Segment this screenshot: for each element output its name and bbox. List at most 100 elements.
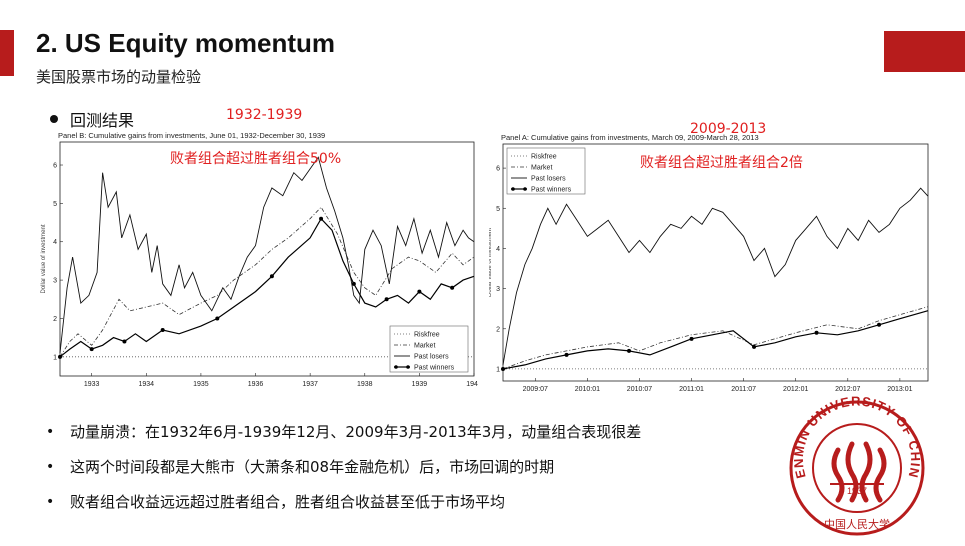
x-tick-label: 2010:01	[575, 386, 600, 393]
x-tick-label: 2011:01	[679, 386, 704, 393]
bullet-text: 这两个时间段都是大熊市（大萧条和08年金融危机）后，市场回调的时期	[70, 458, 555, 476]
bullet-icon: •	[46, 494, 55, 510]
y-tick-label: 4	[53, 239, 57, 246]
note-right-claim: 败者组合超过胜者组合2倍	[640, 155, 803, 171]
seal-year: 1937	[847, 486, 867, 496]
x-tick-label: 2012:07	[835, 386, 860, 393]
legend-marker	[406, 365, 410, 369]
section-heading-text: 回测结果	[70, 111, 135, 130]
data-point	[351, 281, 356, 286]
legend-label: Past losers	[414, 354, 449, 361]
y-axis-label: Dollar value of investment	[489, 228, 493, 297]
x-tick-label: 2010:07	[627, 386, 652, 393]
x-tick-label: 1940	[466, 381, 478, 388]
data-point	[89, 347, 94, 352]
series-line-past-winners	[59, 217, 475, 358]
seal-emblem-icon	[831, 441, 887, 503]
list-item: • 败者组合收益远远超过胜者组合，胜者组合收益甚至低于市场平均	[46, 491, 806, 526]
accent-bar-left	[0, 30, 14, 76]
y-tick-label: 3	[53, 278, 57, 285]
legend-label: Past winners	[531, 187, 572, 194]
x-tick-label: 2009:07	[523, 386, 548, 393]
section-heading: 回测结果	[50, 107, 134, 131]
bullet-list: • 动量崩溃：在1932年6月-1939年12月、2009年3月-2013年3月…	[46, 421, 806, 526]
chart-legend: Riskfree Market Past losers Past winners	[506, 147, 586, 195]
data-point	[58, 354, 62, 359]
bullet-icon: •	[46, 459, 55, 475]
legend-label: Past winners	[414, 365, 455, 372]
legend-label: Market	[414, 343, 435, 350]
bullet-text: 动量崩溃：在1932年6月-1939年12月、2009年3月-2013年3月，动…	[70, 423, 642, 441]
chart-panel-b: Panel B: Cumulative gains from investmen…	[38, 128, 478, 395]
data-point	[752, 344, 757, 349]
legend-label: Riskfree	[531, 154, 557, 161]
bullet-dot-icon	[50, 115, 58, 123]
svg-text:RENMIN UNIVERSITY OF CHINA: RENMIN UNIVERSITY OF CHINA	[782, 388, 923, 480]
chart-legend: Riskfree Market Past losers Past winners	[389, 325, 469, 373]
legend-marker	[511, 187, 515, 191]
legend-label: Riskfree	[414, 332, 440, 339]
chart-1932-1939: Panel B: Cumulative gains from investmen…	[41, 131, 478, 388]
chart-title: Panel A: Cumulative gains from investmen…	[501, 133, 759, 142]
data-point	[160, 327, 165, 332]
series-line-market	[59, 206, 475, 358]
data-point	[319, 216, 324, 221]
list-item: • 这两个时间段都是大熊市（大萧条和08年金融危机）后，市场回调的时期	[46, 456, 806, 491]
x-tick-label: 1935	[193, 381, 209, 388]
x-tick-label: 1938	[357, 381, 373, 388]
x-tick-label: 2011:07	[731, 386, 756, 393]
y-tick-label: 6	[496, 166, 500, 173]
university-seal: RENMIN UNIVERSITY OF CHINA 1937 中国人民大学	[777, 376, 932, 542]
y-tick-label: 1	[53, 354, 57, 361]
data-point	[689, 336, 694, 341]
y-tick-label: 4	[496, 246, 500, 253]
bullet-text: 败者组合收益远远超过胜者组合，胜者组合收益甚至低于市场平均	[70, 493, 506, 511]
chart-panel-a: Panel A: Cumulative gains from investmen…	[489, 130, 932, 398]
seal-icon: RENMIN UNIVERSITY OF CHINA 1937 中国人民大学	[777, 376, 925, 536]
seal-chinese-name: 中国人民大学	[824, 517, 890, 531]
series-line-market	[502, 306, 929, 370]
accent-block-right	[884, 31, 965, 72]
slide-subtitle: 美国股票市场的动量检验	[36, 68, 202, 86]
note-right-period: 2009-2013	[690, 121, 767, 137]
data-point	[215, 316, 220, 321]
legend-marker	[394, 365, 398, 369]
series-line-past-losers	[59, 156, 475, 354]
data-point	[122, 339, 127, 344]
y-axis-label: Dollar value of investment	[41, 224, 47, 293]
chart-2009-2013: Panel A: Cumulative gains from investmen…	[489, 133, 929, 393]
x-tick-label: 1934	[139, 381, 155, 388]
list-item: • 动量崩溃：在1932年6月-1939年12月、2009年3月-2013年3月…	[46, 421, 806, 456]
bullet-icon: •	[46, 424, 55, 440]
y-tick-label: 2	[53, 316, 57, 323]
data-point	[627, 348, 632, 353]
y-tick-label: 6	[53, 163, 57, 170]
series-line-past-losers	[502, 187, 929, 365]
data-point	[269, 274, 274, 279]
y-tick-label: 1	[496, 366, 500, 373]
data-point	[814, 330, 819, 335]
data-point	[564, 352, 569, 357]
x-tick-label: 1939	[412, 381, 428, 388]
note-left-claim: 败者组合超过胜者组合50%	[170, 151, 342, 167]
x-tick-label: 2012:01	[783, 386, 808, 393]
note-left-period: 1932-1939	[226, 107, 303, 123]
y-tick-label: 5	[53, 201, 57, 208]
data-point	[877, 322, 882, 327]
chart-title: Panel B: Cumulative gains from investmen…	[58, 131, 325, 140]
data-point	[501, 366, 505, 371]
series-line-past-winners	[502, 310, 929, 370]
legend-marker	[523, 187, 527, 191]
data-point	[450, 285, 455, 290]
x-tick-label: 1933	[84, 381, 100, 388]
legend-label: Past losers	[531, 176, 566, 183]
y-tick-label: 5	[496, 206, 500, 213]
y-tick-label: 3	[496, 286, 500, 293]
x-tick-label: 1937	[302, 381, 318, 388]
x-tick-label: 2013:01	[887, 386, 912, 393]
x-tick-label: 1936	[248, 381, 264, 388]
legend-label: Market	[531, 165, 552, 172]
seal-ring-text: RENMIN UNIVERSITY OF CHINA	[777, 376, 922, 480]
data-point	[384, 297, 389, 302]
